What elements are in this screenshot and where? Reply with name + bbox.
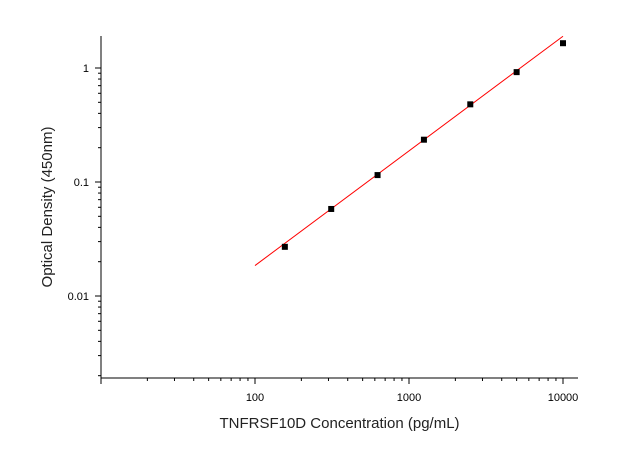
- y-axis: 0.01 0.1 1: [68, 36, 102, 378]
- data-point: [420, 136, 427, 143]
- data-point: [374, 172, 381, 179]
- data-point: [560, 40, 566, 47]
- x-tick-label: 100: [246, 392, 264, 404]
- x-tick-label: 1000: [397, 392, 421, 404]
- y-tick-label: 0.1: [74, 177, 89, 189]
- y-tick-label: 0.01: [68, 291, 89, 303]
- x-tick-label: 10000: [548, 392, 579, 404]
- x-axis-title: TNFRSF10D Concentration (pg/mL): [219, 415, 459, 432]
- x-axis: 100 1000 10000: [100, 377, 579, 404]
- y-tick-label: 1: [83, 63, 89, 75]
- x-ticks: 100 1000 10000: [100, 378, 579, 404]
- data-point: [328, 205, 335, 212]
- data-points: [281, 40, 566, 250]
- data-point: [467, 101, 474, 108]
- data-point: [513, 69, 520, 76]
- y-axis-title: Optical Density (450nm): [39, 127, 56, 288]
- y-ticks: 0.01 0.1 1: [68, 63, 101, 377]
- fit-lines: [254, 35, 564, 266]
- fit-line: [254, 35, 564, 266]
- data-point: [281, 243, 288, 250]
